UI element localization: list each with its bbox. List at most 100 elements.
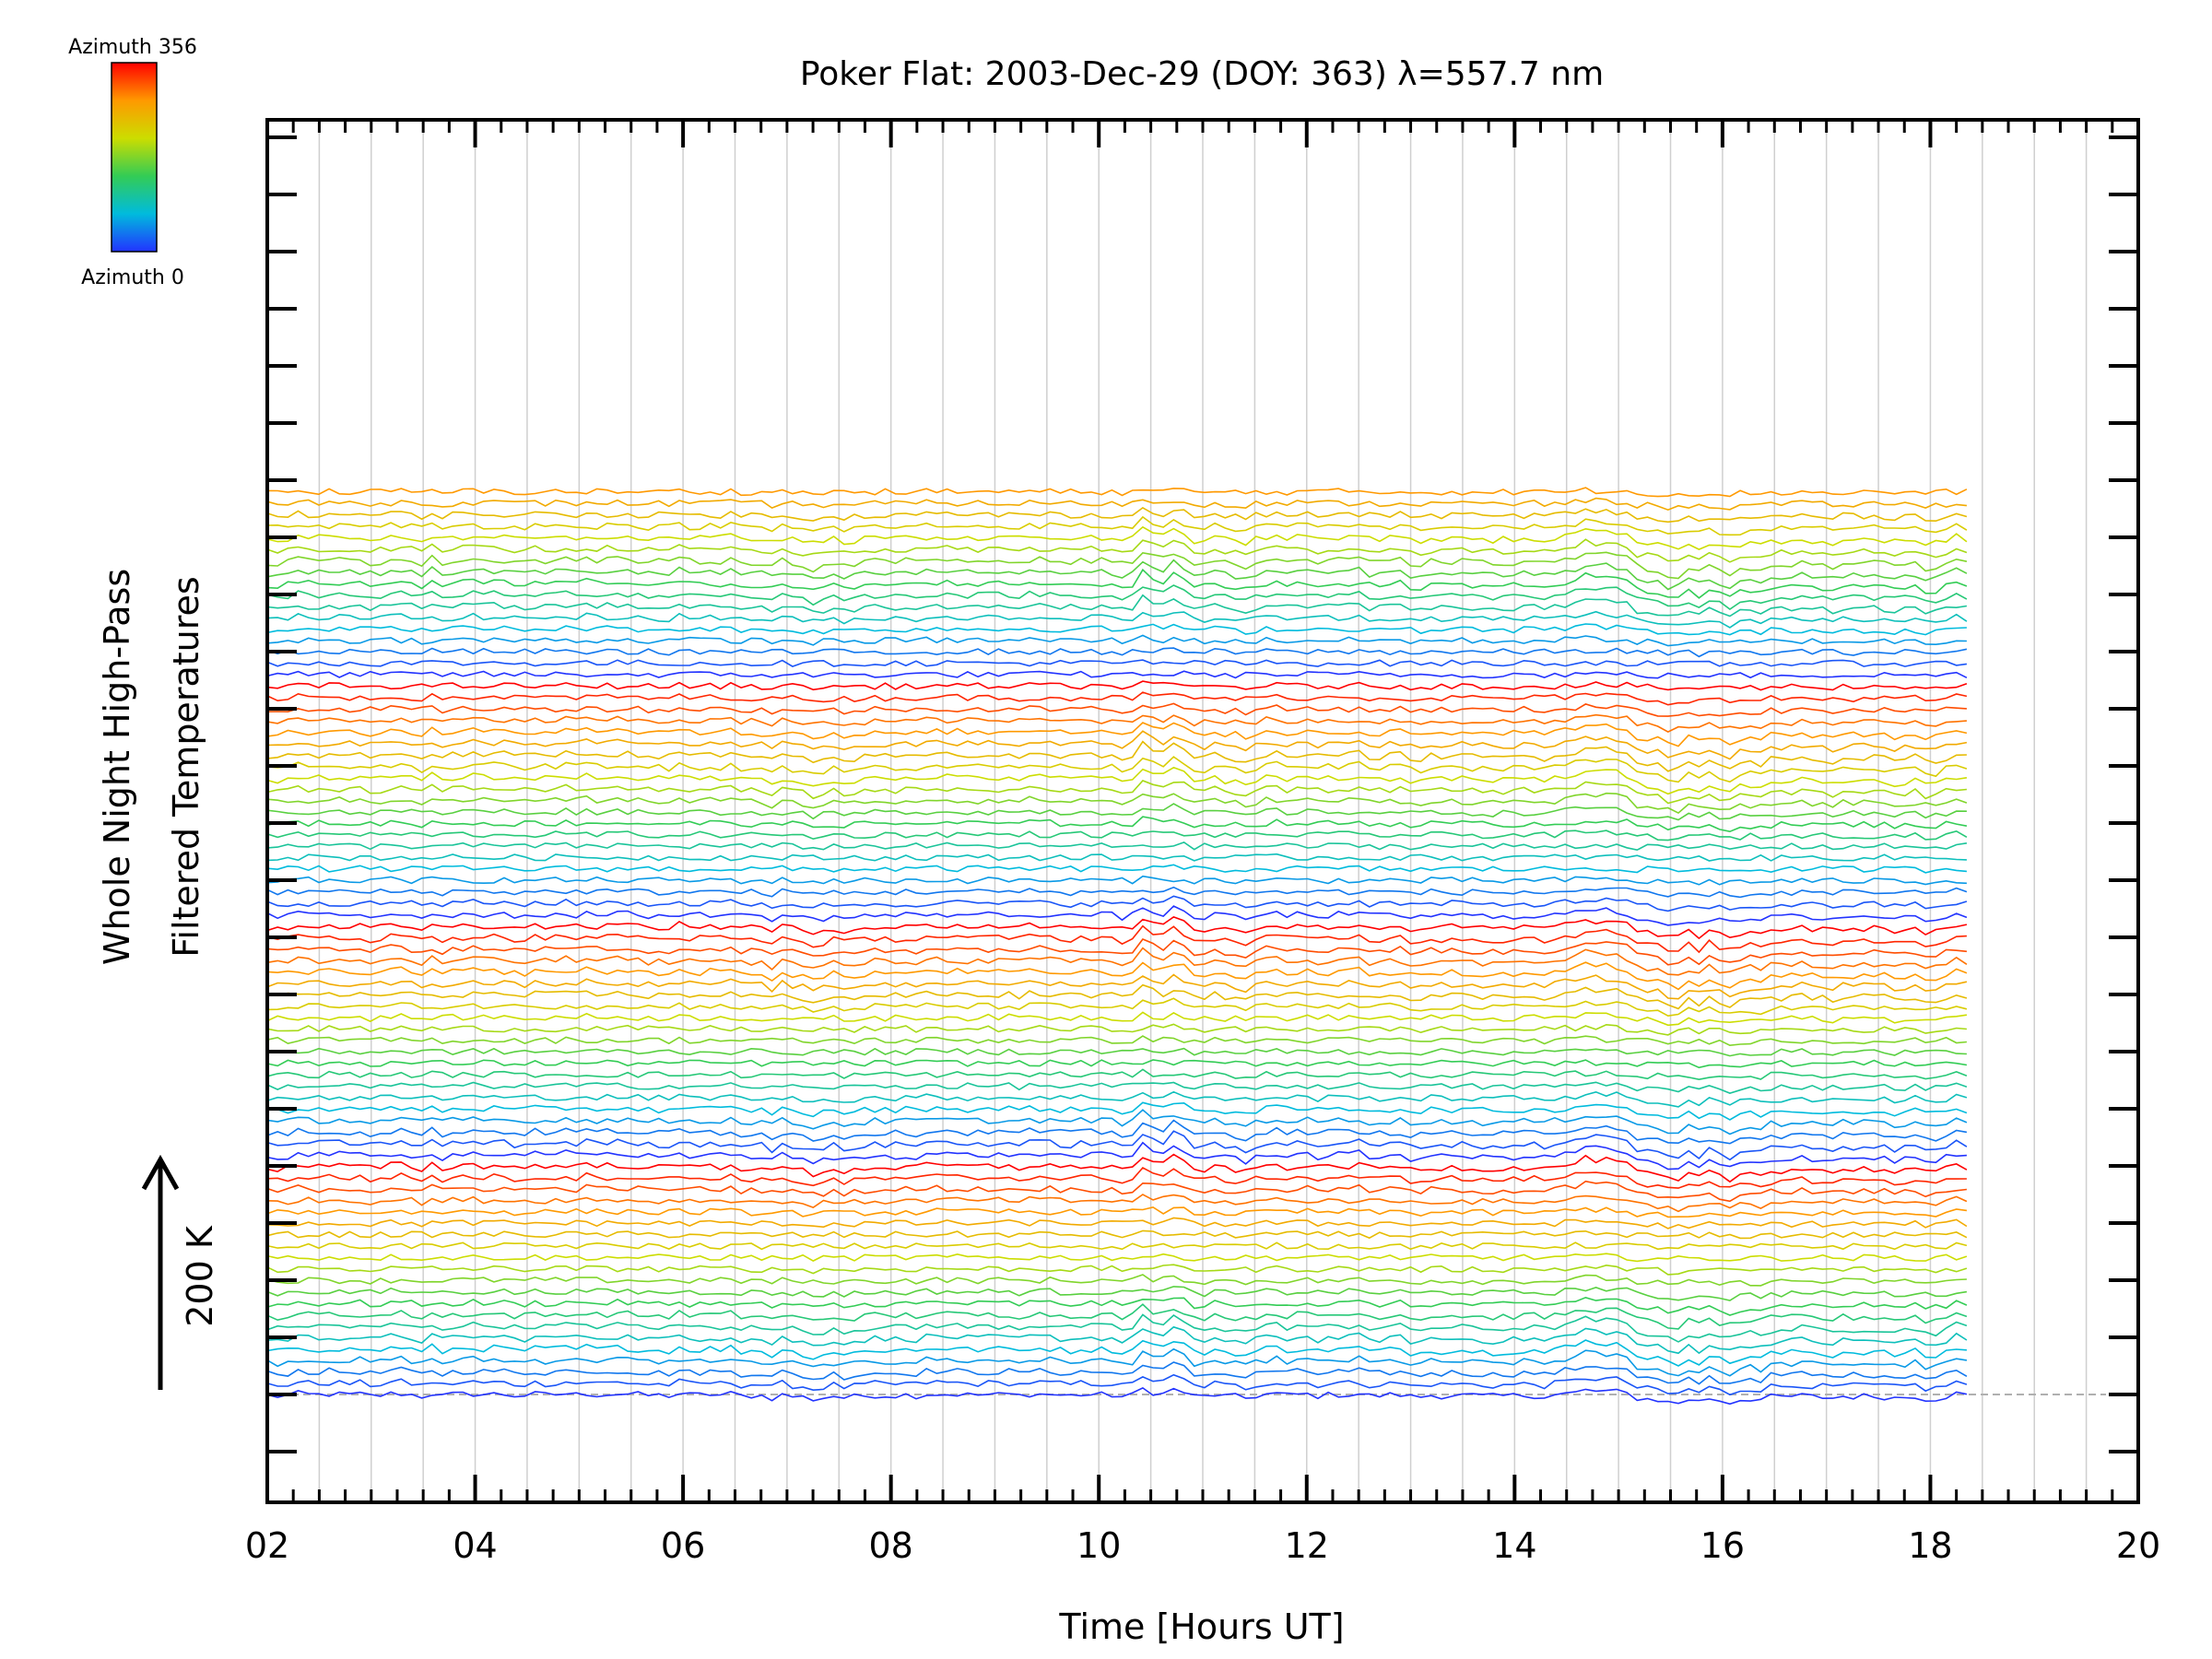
scale-label: 200 K [180, 1225, 220, 1327]
series-line [266, 875, 1967, 886]
series-line [266, 647, 1968, 658]
series-line [266, 594, 1968, 618]
series-line [266, 756, 1968, 783]
series-line [266, 1011, 1968, 1027]
series-line [266, 886, 1968, 899]
series-line [266, 1068, 1968, 1081]
y-ticks [267, 135, 2138, 1453]
series-line [266, 740, 1967, 772]
series-line [266, 997, 1968, 1018]
series-line [266, 1217, 1968, 1230]
series-line [266, 680, 1968, 691]
x-tick-label: 04 [453, 1525, 497, 1566]
x-tick-label: 02 [245, 1525, 289, 1566]
series-line [266, 803, 1967, 821]
series-line [266, 568, 1968, 599]
series-line [266, 1313, 1968, 1343]
x-tick-label: 12 [1285, 1525, 1329, 1566]
series-line [266, 1023, 1967, 1036]
series-line [266, 487, 1968, 498]
series-line [266, 497, 1967, 512]
series-line [266, 1047, 1967, 1057]
series-line [266, 1059, 1968, 1069]
x-tick-label: 06 [661, 1525, 705, 1566]
x-axis-label: Time [Hours UT] [1058, 1606, 1344, 1647]
series-line [266, 830, 1968, 841]
series-line [266, 702, 1967, 717]
series-line [266, 938, 1967, 966]
series-line [266, 1274, 1967, 1287]
x-tick-label: 18 [1908, 1525, 1952, 1566]
chart-title: Poker Flat: 2003-Dec-29 (DOY: 363) λ=557… [800, 55, 1604, 93]
series-line [266, 1180, 1967, 1203]
series-line [266, 1194, 1968, 1213]
series-line [266, 1141, 1967, 1171]
series-line [266, 1130, 1968, 1161]
series-line [266, 1230, 1968, 1240]
y-axis-label-line2: Filtered Temperatures [166, 576, 206, 957]
series-line [266, 1286, 1968, 1301]
series-line [266, 506, 1968, 524]
x-ticks [265, 120, 2140, 1502]
series-line [266, 841, 1968, 852]
series-line [266, 623, 1967, 636]
series-line [266, 1166, 1967, 1189]
series-line [266, 947, 1968, 976]
x-tick-label: 08 [868, 1525, 912, 1566]
series-line [266, 1153, 1968, 1183]
scale-arrow-icon [141, 1154, 180, 1191]
series-line [266, 713, 1967, 734]
series-line [266, 722, 1968, 747]
series-line [266, 1347, 1968, 1377]
series-line [266, 816, 1968, 833]
series-line [266, 610, 1968, 629]
series-line [266, 525, 1968, 550]
x-tick-label: 20 [2116, 1525, 2160, 1566]
series-line [266, 895, 1968, 912]
series-line [266, 780, 1967, 805]
series-line [266, 916, 1968, 940]
series-line [266, 1035, 1967, 1047]
series-line [266, 1386, 1968, 1406]
series-line [266, 983, 1968, 1010]
colorbar-bottom-label: Azimuth 0 [81, 266, 184, 289]
series-line [266, 864, 1967, 874]
x-tick-label: 16 [1700, 1525, 1745, 1566]
series-line [266, 515, 1968, 536]
series-line [266, 1081, 1968, 1094]
series-line [266, 1361, 1968, 1385]
series-line [266, 1101, 1968, 1121]
x-tick-label: 14 [1492, 1525, 1536, 1566]
x-tick-label: 10 [1077, 1525, 1121, 1566]
series-line [266, 924, 1967, 954]
series-line [266, 730, 1968, 760]
series-line [266, 584, 1968, 610]
series-line [266, 766, 1968, 795]
series-line [266, 1119, 1968, 1145]
series-line [266, 559, 1968, 591]
series-line [266, 1206, 1967, 1218]
y-axis-label-line1: Whole Night High-Pass [97, 569, 137, 965]
series-line [266, 1296, 1968, 1316]
series-line [266, 1325, 1968, 1355]
series-line [266, 659, 1968, 667]
series-line [266, 973, 1968, 1000]
series-group [266, 487, 1968, 1406]
series-line [266, 1264, 1968, 1276]
series-line [266, 691, 1968, 706]
series-line [266, 670, 1968, 679]
x-tick-labels: 02 04 06 08 10 12 14 16 18 20 [245, 1525, 2160, 1566]
series-line [266, 792, 1968, 815]
series-line [266, 1253, 1968, 1263]
series-line [266, 551, 1968, 580]
series-line [266, 961, 1968, 991]
series-line [266, 1090, 1968, 1108]
colorbar-top-label: Azimuth 356 [68, 36, 197, 59]
series-line [266, 853, 1967, 862]
series-line [266, 1339, 1967, 1367]
series-line [266, 1109, 1968, 1135]
series-line [266, 538, 1968, 563]
series-line [266, 1303, 1968, 1330]
